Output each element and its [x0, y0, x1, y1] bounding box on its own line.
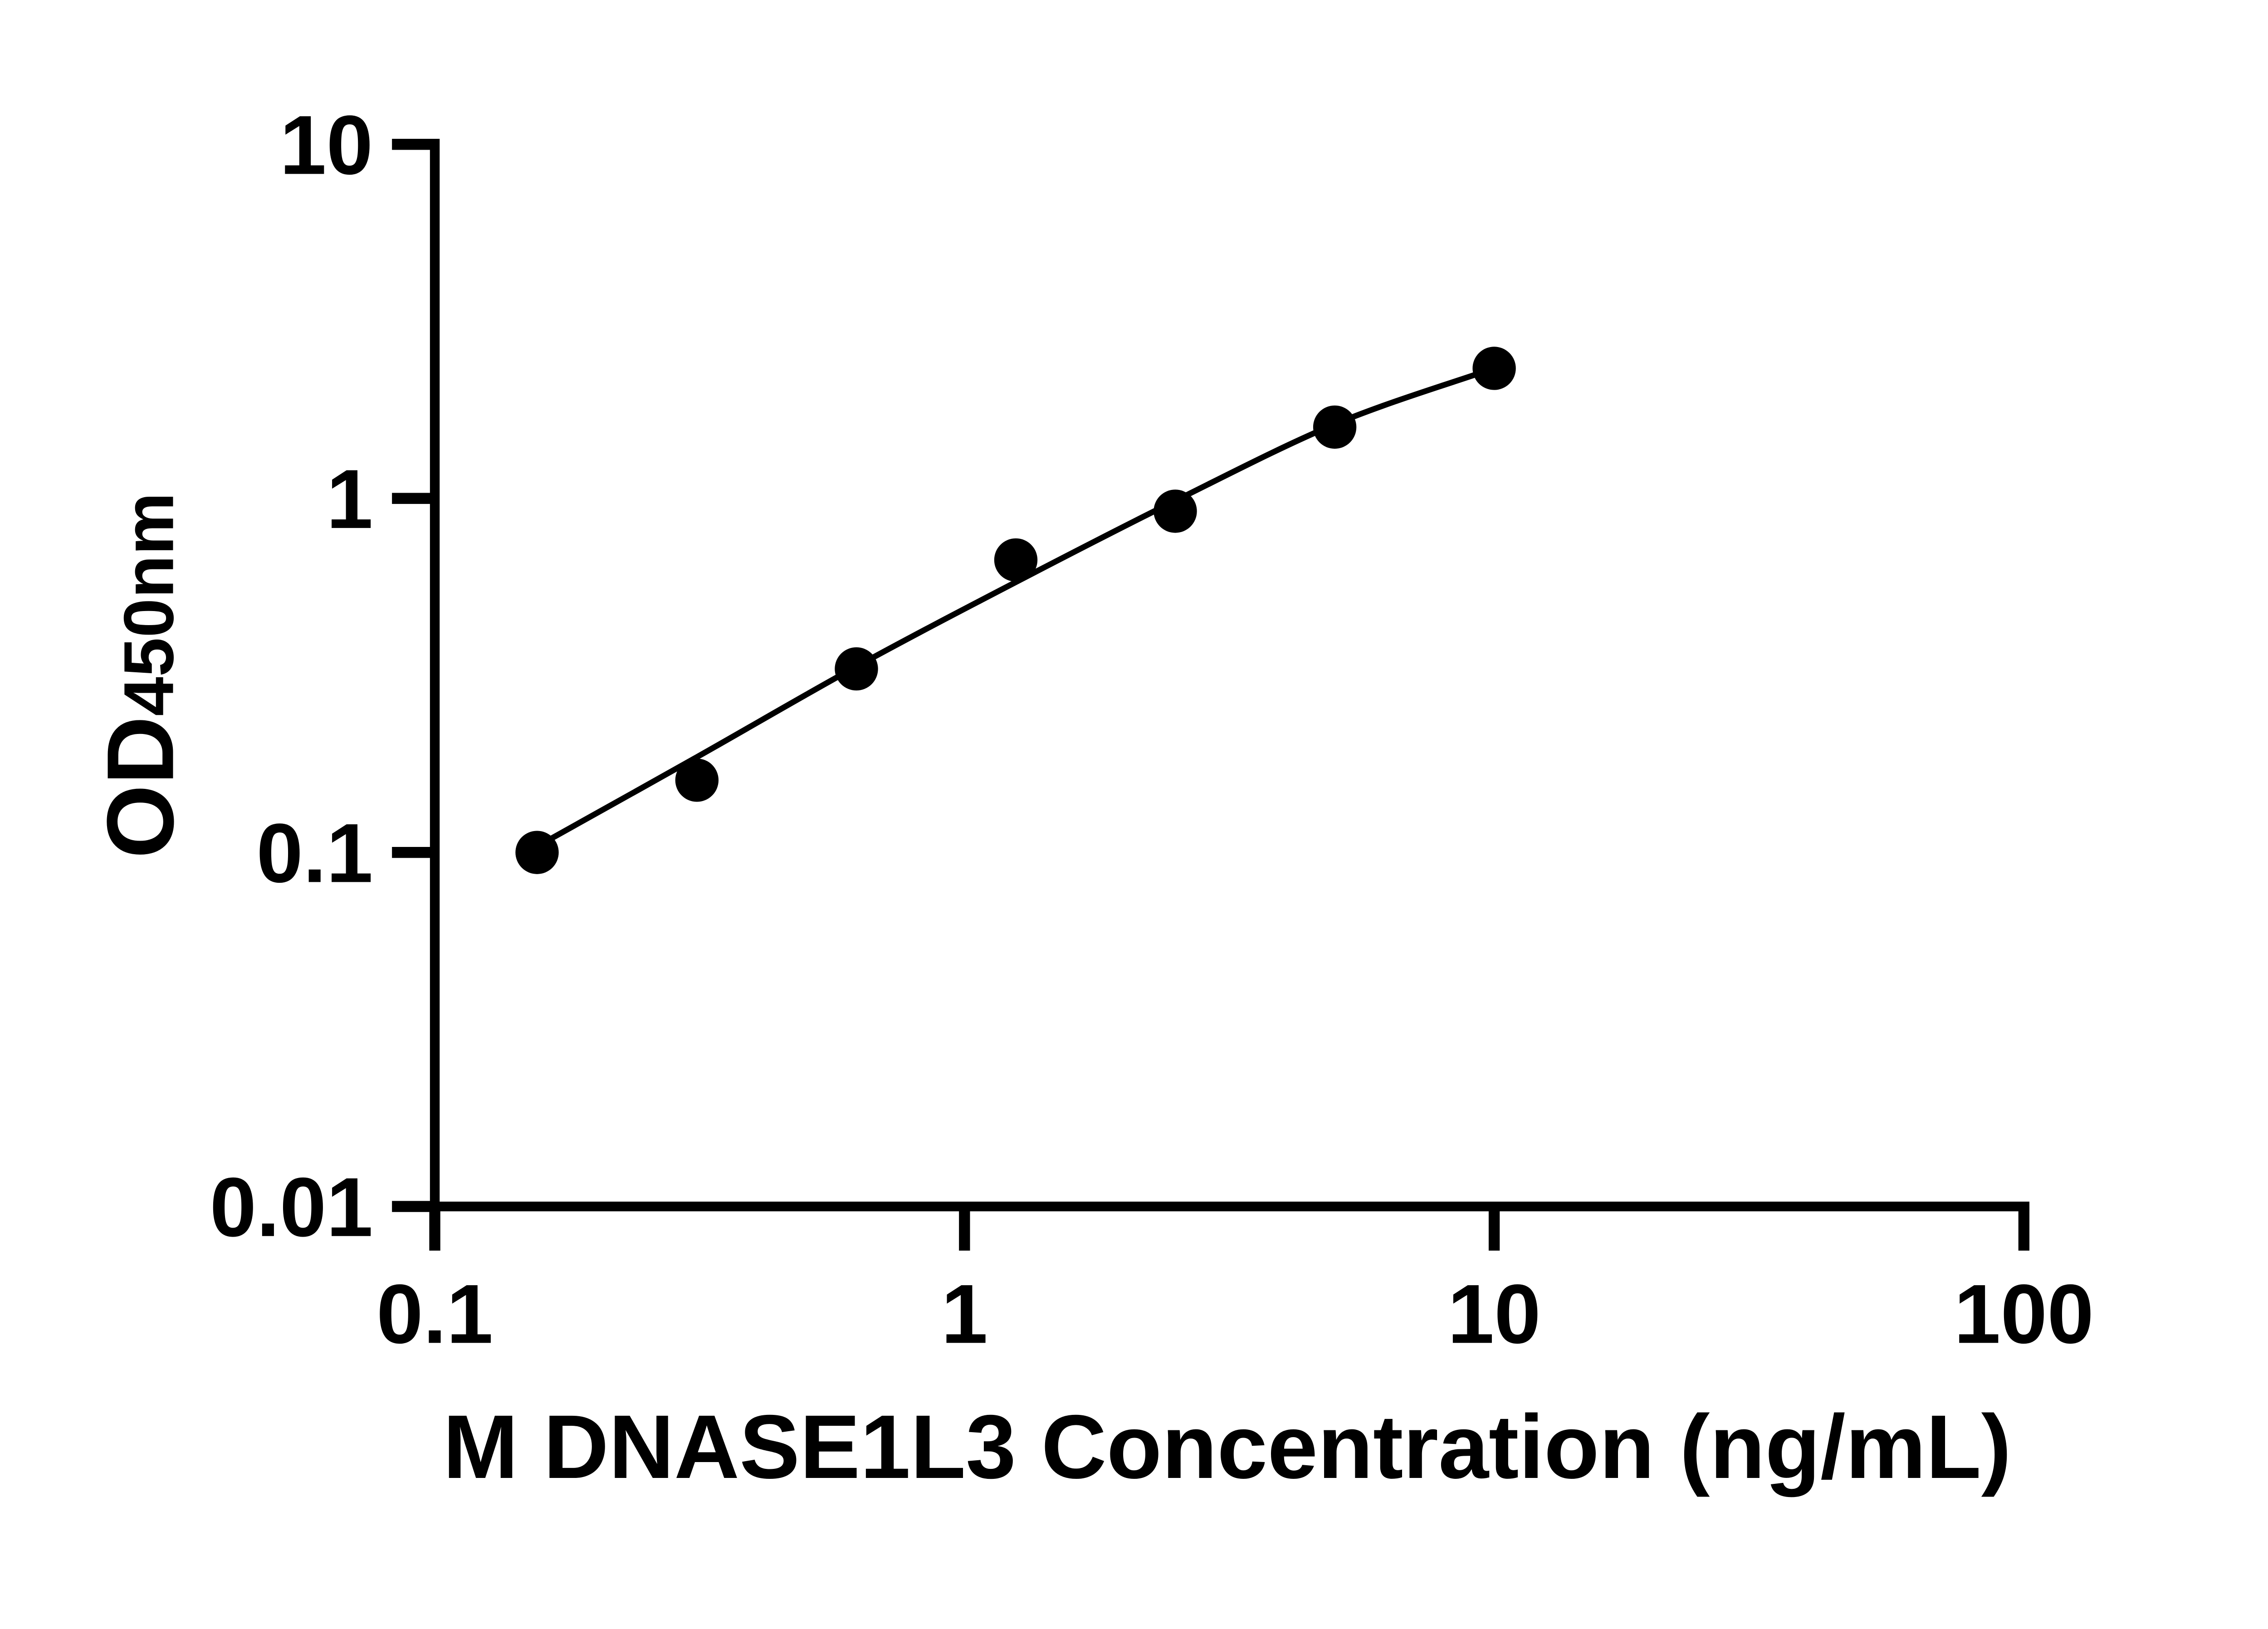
y-tick-label: 1 — [326, 453, 373, 546]
elisa-standard-curve-figure: 0.01 0.1 1 10 0.1 1 10 100 M DNASE1L3 Concentra… — [88, 98, 2094, 1498]
y-axis-title-main: OD — [88, 716, 193, 859]
x-tick-label: 10 — [1447, 1267, 1541, 1361]
y-axis-title: OD450nm — [88, 492, 193, 858]
x-axis-title: M DNASE1L3 Concentration (ng/mL) — [443, 1396, 2011, 1497]
data-point-marker — [994, 538, 1038, 582]
axes — [430, 139, 2030, 1212]
y-tick-label: 10 — [280, 98, 373, 192]
x-tick-label: 0.1 — [376, 1267, 493, 1361]
data-points — [515, 347, 1516, 874]
y-tick-label: 0.01 — [210, 1161, 373, 1254]
data-point-marker — [1472, 347, 1516, 390]
axis-ticks — [392, 139, 2030, 1251]
data-point-marker — [675, 758, 719, 802]
y-tick-label: 0.1 — [256, 807, 373, 900]
data-point-marker — [1313, 405, 1357, 449]
data-point-marker — [515, 831, 559, 874]
x-tick-label: 100 — [1954, 1267, 2094, 1361]
y-axis-title-subscript: 450nm — [109, 492, 188, 716]
data-point-marker — [835, 647, 878, 691]
data-point-marker — [1154, 489, 1197, 533]
x-tick-label: 1 — [941, 1267, 988, 1361]
